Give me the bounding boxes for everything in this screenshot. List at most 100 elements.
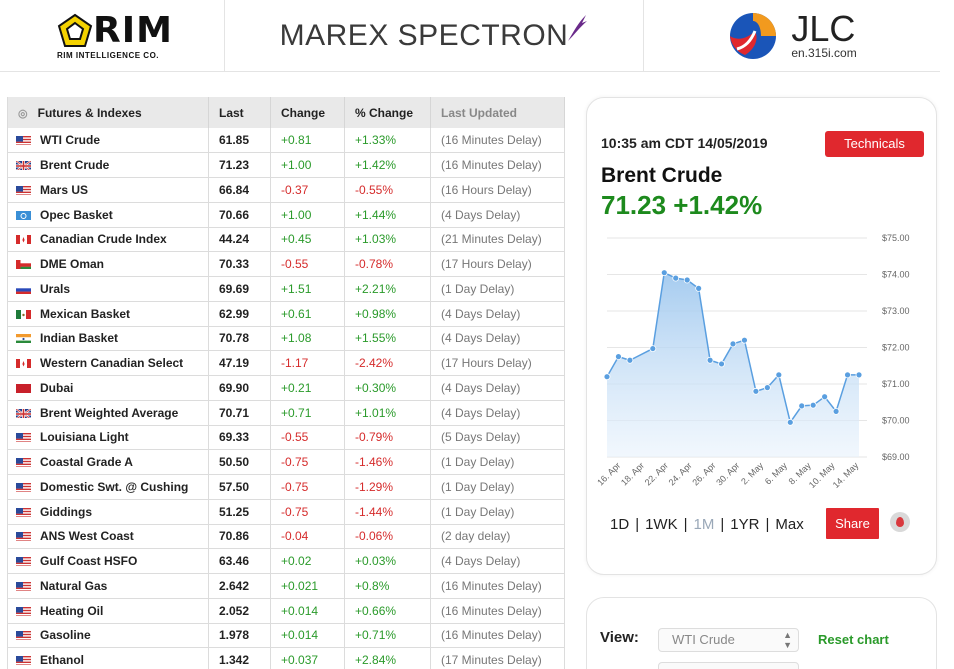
chart-point[interactable] [752, 387, 760, 395]
range-max-button[interactable]: Max [775, 516, 804, 533]
row-name[interactable]: Dubai [40, 380, 74, 395]
row-name-cell[interactable]: Gasoline [7, 623, 209, 649]
row-name-cell[interactable]: Canadian Crude Index [7, 227, 209, 253]
range-1wk-button[interactable]: 1WK [645, 516, 678, 533]
row-name[interactable]: Mars US [40, 182, 89, 197]
table-row[interactable]: Gasoline 1.978 +0.014 +0.71% (16 Minutes Del… [7, 623, 565, 649]
row-name[interactable]: Ethanol [40, 653, 84, 668]
table-row[interactable]: ANS West Coast 70.86 -0.04 -0.06% (2 day del… [7, 524, 565, 550]
table-row[interactable]: DME Oman 70.33 -0.55 -0.78% (17 Hours Delay) [7, 251, 565, 277]
row-name-cell[interactable]: Domestic Swt. @ Cushing [7, 474, 209, 500]
price-chart[interactable]: $75.00 $74.00 $73.00 $72.00 $71.00 $70.00 $69.… [591, 226, 927, 496]
row-name[interactable]: DME Oman [40, 257, 105, 272]
row-name[interactable]: Gasoline [40, 628, 91, 643]
chart-point[interactable] [821, 393, 829, 401]
row-name-cell[interactable]: DME Oman [7, 251, 209, 277]
table-row[interactable]: Coastal Grade A 50.50 -0.75 -1.46% (1 Day De… [7, 449, 565, 475]
table-row[interactable]: Gulf Coast HSFO 63.46 +0.02 +0.03% (4 Days D… [7, 548, 565, 574]
chart-point[interactable] [683, 276, 691, 284]
chart-point[interactable] [660, 269, 668, 277]
row-name[interactable]: Heating Oil [40, 603, 104, 618]
sponsor-marex[interactable]: MAREX SPECTRON [224, 0, 644, 72]
table-row[interactable]: Dubai 69.90 +0.21 +0.30% (4 Days Delay) [7, 375, 565, 401]
chart-point[interactable] [626, 356, 634, 364]
row-name-cell[interactable]: Brent Crude [7, 152, 209, 178]
row-name-cell[interactable]: ANS West Coast [7, 524, 209, 550]
chart-point[interactable] [763, 384, 771, 392]
range-1yr-button[interactable]: 1YR [730, 516, 760, 533]
row-name[interactable]: Natural Gas [40, 578, 108, 593]
chart-point[interactable] [855, 371, 863, 379]
chart-point[interactable] [718, 360, 725, 368]
reset-chart-link[interactable]: Reset chart [818, 632, 889, 647]
row-name-cell[interactable]: Giddings [7, 499, 209, 525]
row-name-cell[interactable]: Mars US [7, 177, 209, 203]
row-name-cell[interactable]: Western Canadian Select [7, 350, 209, 376]
row-name-cell[interactable]: Heating Oil [7, 598, 209, 624]
row-name[interactable]: Coastal Grade A [40, 455, 133, 470]
row-name[interactable]: ANS West Coast [40, 529, 134, 544]
row-name[interactable]: Western Canadian Select [40, 356, 184, 371]
table-row[interactable]: Mars US 66.84 -0.37 -0.55% (16 Hours Delay) [7, 177, 565, 203]
row-name-cell[interactable]: Dubai [7, 375, 209, 401]
chart-point[interactable] [775, 371, 783, 379]
chart-point[interactable] [741, 336, 748, 344]
row-name[interactable]: Louisiana Light [40, 430, 129, 445]
table-row[interactable]: Ethanol 1.342 +0.037 +2.84% (17 Minutes Dela… [7, 647, 565, 669]
row-name-cell[interactable]: Gulf Coast HSFO [7, 548, 209, 574]
row-name[interactable]: Urals [40, 281, 71, 296]
sponsor-jlc[interactable]: JLC en.315i.com [646, 0, 936, 72]
table-row[interactable]: Opec Basket 70.66 +1.00 +1.44% (4 Days Delay… [7, 202, 565, 228]
row-name[interactable]: Canadian Crude Index [40, 232, 167, 247]
row-name-cell[interactable]: Indian Basket [7, 326, 209, 352]
table-row[interactable]: Domestic Swt. @ Cushing 57.50 -0.75 -1.29%(… [7, 474, 565, 500]
row-name-cell[interactable]: Urals [7, 276, 209, 302]
table-row[interactable]: Brent Crude 71.23 +1.00 +1.42% (16 Minutes D… [7, 152, 565, 178]
row-name[interactable]: Brent Crude [40, 158, 110, 173]
table-row[interactable]: Brent Weighted Average 70.71 +0.71 +1.01% (4… [7, 400, 565, 426]
table-row[interactable]: WTI Crude 61.85 +0.81 +1.33% (16 Minutes Del… [7, 128, 565, 154]
chart-point[interactable] [615, 353, 622, 361]
row-name[interactable]: Brent Weighted Average [40, 405, 179, 420]
table-row[interactable]: Mexican Basket 62.99 +0.61 +0.98% (4 Days De… [7, 301, 565, 327]
oil-drop-icon[interactable] [890, 512, 910, 532]
table-row[interactable]: Indian Basket 70.78 +1.08 +1.55% (4 Days Del… [7, 326, 565, 352]
row-name-cell[interactable]: Ethanol [7, 647, 209, 669]
chart-point[interactable] [832, 407, 840, 415]
chart-point[interactable] [603, 373, 611, 381]
row-name[interactable]: Opec Basket [40, 207, 113, 222]
row-name-cell[interactable]: Natural Gas [7, 573, 209, 599]
row-name-cell[interactable]: Louisiana Light [7, 425, 209, 451]
table-row[interactable]: Natural Gas 2.642 +0.021 +0.8% (16 Minutes D… [7, 573, 565, 599]
row-name[interactable]: Gulf Coast HSFO [40, 554, 138, 569]
row-name[interactable]: WTI Crude [40, 133, 100, 148]
share-button[interactable]: Share [826, 508, 879, 539]
range-1m-button[interactable]: 1M [693, 516, 715, 533]
technicals-button[interactable]: Technicals [825, 131, 924, 157]
chart-point[interactable] [649, 345, 657, 352]
chart-point[interactable] [844, 371, 851, 379]
chart-point[interactable] [695, 284, 703, 292]
chart-point[interactable] [706, 356, 714, 364]
row-name-cell[interactable]: Mexican Basket [7, 301, 209, 327]
row-name-cell[interactable]: Coastal Grade A [7, 449, 209, 475]
chart-point[interactable] [798, 402, 806, 410]
table-row[interactable]: Heating Oil 2.052 +0.014 +0.66% (16 Minutes … [7, 598, 565, 624]
table-row[interactable]: Canadian Crude Index 44.24 +0.45 +1.03% (21 … [7, 227, 565, 253]
range-1d-button[interactable]: 1D [610, 516, 630, 533]
table-row[interactable]: Western Canadian Select 47.19 -1.17 -2.42%(… [7, 350, 565, 376]
table-row[interactable]: Giddings 51.25 -0.75 -1.44% (1 Day Delay) [7, 499, 565, 525]
row-name[interactable]: Mexican Basket [40, 306, 131, 321]
chart-point[interactable] [729, 340, 737, 348]
row-name-cell[interactable]: WTI Crude [7, 128, 209, 154]
row-name[interactable]: Indian Basket [40, 331, 119, 346]
chart-point[interactable] [809, 401, 817, 409]
chart-point[interactable] [786, 418, 794, 426]
row-name-cell[interactable]: Brent Weighted Average [7, 400, 209, 426]
row-name-cell[interactable]: Opec Basket [7, 202, 209, 228]
table-row[interactable]: Urals 69.69 +1.51 +2.21% (1 Day Delay) [7, 276, 565, 302]
view-select-secondary[interactable] [658, 662, 799, 669]
view-select[interactable]: WTI Crude ▲ ▼ [658, 628, 799, 652]
sponsor-rim[interactable]: RIM RIM INTELLIGENCE CO. [10, 0, 220, 72]
row-name[interactable]: Giddings [40, 504, 92, 519]
